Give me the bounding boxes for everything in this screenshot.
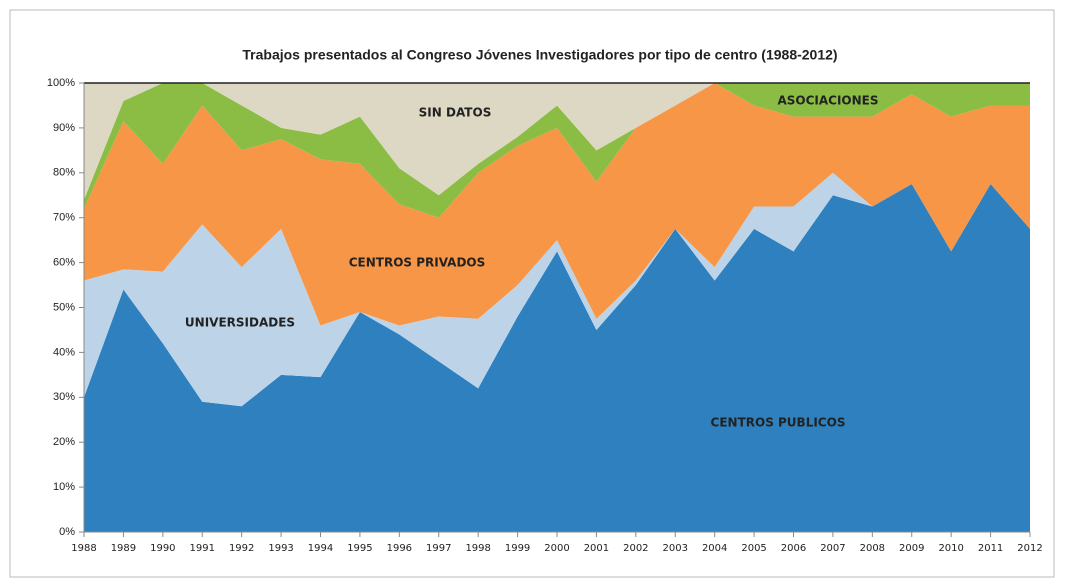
y-tick-label: 90% xyxy=(53,122,75,134)
x-tick-label: 1997 xyxy=(426,543,451,554)
chart-title: Trabajos presentados al Congreso Jóvenes… xyxy=(242,47,837,63)
x-tick-label: 2011 xyxy=(978,543,1003,554)
x-tick-label: 2012 xyxy=(1017,543,1042,554)
x-tick-label: 2002 xyxy=(623,543,648,554)
x-tick-label: 1999 xyxy=(505,543,530,554)
y-tick-label: 30% xyxy=(53,391,75,403)
y-tick-label: 100% xyxy=(47,77,75,89)
area xyxy=(84,83,1030,218)
x-tick-label: 1998 xyxy=(465,543,490,554)
x-tick-label: 2006 xyxy=(781,543,806,554)
x-tick-label: 2001 xyxy=(584,543,609,554)
x-tick-label: 2005 xyxy=(741,543,766,554)
x-tick-label: 1992 xyxy=(229,543,254,554)
y-tick-label: 10% xyxy=(53,481,75,493)
x-tick-label: 1994 xyxy=(308,543,333,554)
y-tick-label: 60% xyxy=(53,257,75,269)
y-tick-label: 50% xyxy=(53,301,75,313)
area-label: ASOCIACIONES xyxy=(777,94,878,108)
y-tick-label: 0% xyxy=(59,526,75,538)
area-label: UNIVERSIDADES xyxy=(185,316,295,330)
area-label: CENTROS PUBLICOS xyxy=(711,416,846,430)
x-tick-label: 1988 xyxy=(71,543,96,554)
x-tick-label: 2003 xyxy=(663,543,688,554)
x-tick-label: 2007 xyxy=(820,543,845,554)
area xyxy=(84,172,1030,407)
x-tick-label: 1989 xyxy=(111,543,136,554)
x-tick-label: 1996 xyxy=(387,543,412,554)
y-tick-label: 40% xyxy=(53,346,75,358)
area-label: SIN DATOS xyxy=(419,106,492,120)
x-tick-label: 2008 xyxy=(860,543,885,554)
x-tick-label: 1990 xyxy=(150,543,175,554)
y-tick-label: 80% xyxy=(53,167,75,179)
x-tick-label: 1991 xyxy=(190,543,215,554)
x-tick-label: 2004 xyxy=(702,543,727,554)
y-tick-label: 20% xyxy=(53,436,75,448)
area xyxy=(84,83,1030,200)
x-tick-label: 1995 xyxy=(347,543,372,554)
x-tick-label: 2010 xyxy=(938,543,963,554)
y-tick-label: 70% xyxy=(53,212,75,224)
area-label: CENTROS PRIVADOS xyxy=(349,256,486,270)
x-tick-label: 2000 xyxy=(544,543,569,554)
area xyxy=(84,184,1030,532)
x-tick-label: 2009 xyxy=(899,543,924,554)
x-tick-label: 1993 xyxy=(268,543,293,554)
area xyxy=(84,83,1030,326)
